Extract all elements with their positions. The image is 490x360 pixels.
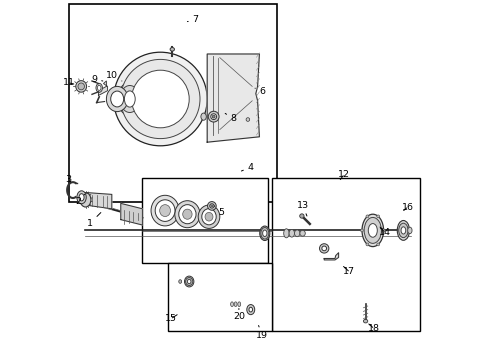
- Ellipse shape: [289, 229, 294, 237]
- Ellipse shape: [401, 227, 406, 234]
- Polygon shape: [207, 54, 259, 142]
- Bar: [168, 263, 272, 331]
- Ellipse shape: [155, 200, 175, 221]
- Ellipse shape: [121, 59, 200, 139]
- Ellipse shape: [368, 224, 377, 237]
- Ellipse shape: [361, 229, 364, 232]
- Ellipse shape: [231, 302, 233, 307]
- Ellipse shape: [77, 191, 86, 204]
- Ellipse shape: [249, 307, 252, 312]
- Ellipse shape: [78, 83, 84, 90]
- Text: 12: 12: [338, 170, 350, 180]
- Text: 16: 16: [402, 202, 414, 211]
- Ellipse shape: [263, 230, 267, 237]
- Ellipse shape: [399, 223, 408, 238]
- Ellipse shape: [179, 280, 182, 283]
- Ellipse shape: [300, 230, 305, 236]
- Polygon shape: [121, 203, 143, 225]
- Ellipse shape: [208, 111, 219, 122]
- Ellipse shape: [210, 204, 214, 208]
- Ellipse shape: [132, 70, 189, 128]
- Ellipse shape: [202, 209, 216, 225]
- Ellipse shape: [201, 113, 206, 120]
- Ellipse shape: [124, 91, 135, 107]
- Ellipse shape: [208, 202, 216, 210]
- Ellipse shape: [179, 204, 196, 224]
- Ellipse shape: [114, 52, 207, 146]
- Bar: [272, 178, 419, 331]
- Ellipse shape: [80, 193, 91, 207]
- Text: 5: 5: [215, 206, 224, 217]
- Ellipse shape: [187, 279, 191, 284]
- Text: 18: 18: [368, 324, 380, 333]
- Ellipse shape: [186, 278, 193, 285]
- Ellipse shape: [111, 91, 123, 107]
- Ellipse shape: [96, 83, 102, 92]
- Text: 2: 2: [75, 194, 85, 206]
- Polygon shape: [87, 193, 112, 209]
- Ellipse shape: [212, 115, 215, 118]
- Ellipse shape: [261, 228, 269, 239]
- Ellipse shape: [175, 201, 200, 228]
- Ellipse shape: [198, 205, 220, 228]
- Text: 8: 8: [225, 113, 237, 123]
- Ellipse shape: [79, 194, 84, 201]
- Ellipse shape: [211, 114, 217, 120]
- Bar: [69, 4, 277, 202]
- Text: 10: 10: [106, 71, 122, 81]
- Ellipse shape: [284, 229, 289, 238]
- Ellipse shape: [170, 48, 174, 51]
- Ellipse shape: [260, 226, 270, 240]
- Text: 15: 15: [165, 314, 177, 323]
- Ellipse shape: [76, 81, 87, 92]
- Ellipse shape: [246, 118, 250, 121]
- Ellipse shape: [362, 214, 384, 247]
- Ellipse shape: [238, 302, 241, 307]
- Ellipse shape: [322, 246, 326, 251]
- Ellipse shape: [364, 217, 381, 243]
- Text: 14: 14: [379, 227, 391, 237]
- Ellipse shape: [144, 83, 176, 115]
- Text: 17: 17: [343, 266, 355, 276]
- Text: 7: 7: [187, 15, 198, 24]
- Bar: [143, 178, 269, 263]
- Ellipse shape: [160, 204, 171, 216]
- Ellipse shape: [205, 212, 213, 221]
- Text: 6: 6: [255, 87, 265, 96]
- Ellipse shape: [300, 214, 304, 218]
- Ellipse shape: [397, 220, 410, 240]
- Text: 20: 20: [233, 309, 245, 321]
- Ellipse shape: [366, 243, 369, 246]
- Ellipse shape: [382, 229, 385, 232]
- Ellipse shape: [319, 244, 329, 253]
- Ellipse shape: [98, 85, 101, 90]
- Text: 19: 19: [256, 325, 269, 340]
- Ellipse shape: [211, 205, 213, 207]
- Polygon shape: [98, 81, 107, 95]
- Polygon shape: [324, 253, 339, 260]
- Text: 11: 11: [63, 78, 74, 87]
- Text: 9: 9: [92, 75, 103, 84]
- Ellipse shape: [120, 85, 140, 112]
- Text: 4: 4: [242, 163, 253, 172]
- Ellipse shape: [130, 68, 191, 130]
- Ellipse shape: [294, 230, 300, 237]
- Text: 3: 3: [66, 175, 72, 184]
- Ellipse shape: [185, 276, 194, 287]
- Ellipse shape: [118, 82, 142, 116]
- Ellipse shape: [366, 215, 369, 218]
- Ellipse shape: [106, 86, 128, 112]
- Ellipse shape: [183, 209, 192, 219]
- Ellipse shape: [377, 215, 380, 218]
- Text: 1: 1: [87, 212, 101, 228]
- Ellipse shape: [408, 227, 412, 234]
- Ellipse shape: [247, 305, 255, 315]
- Ellipse shape: [151, 195, 179, 226]
- Text: 13: 13: [296, 201, 309, 216]
- Ellipse shape: [364, 319, 368, 323]
- Ellipse shape: [234, 302, 237, 307]
- Ellipse shape: [377, 243, 380, 246]
